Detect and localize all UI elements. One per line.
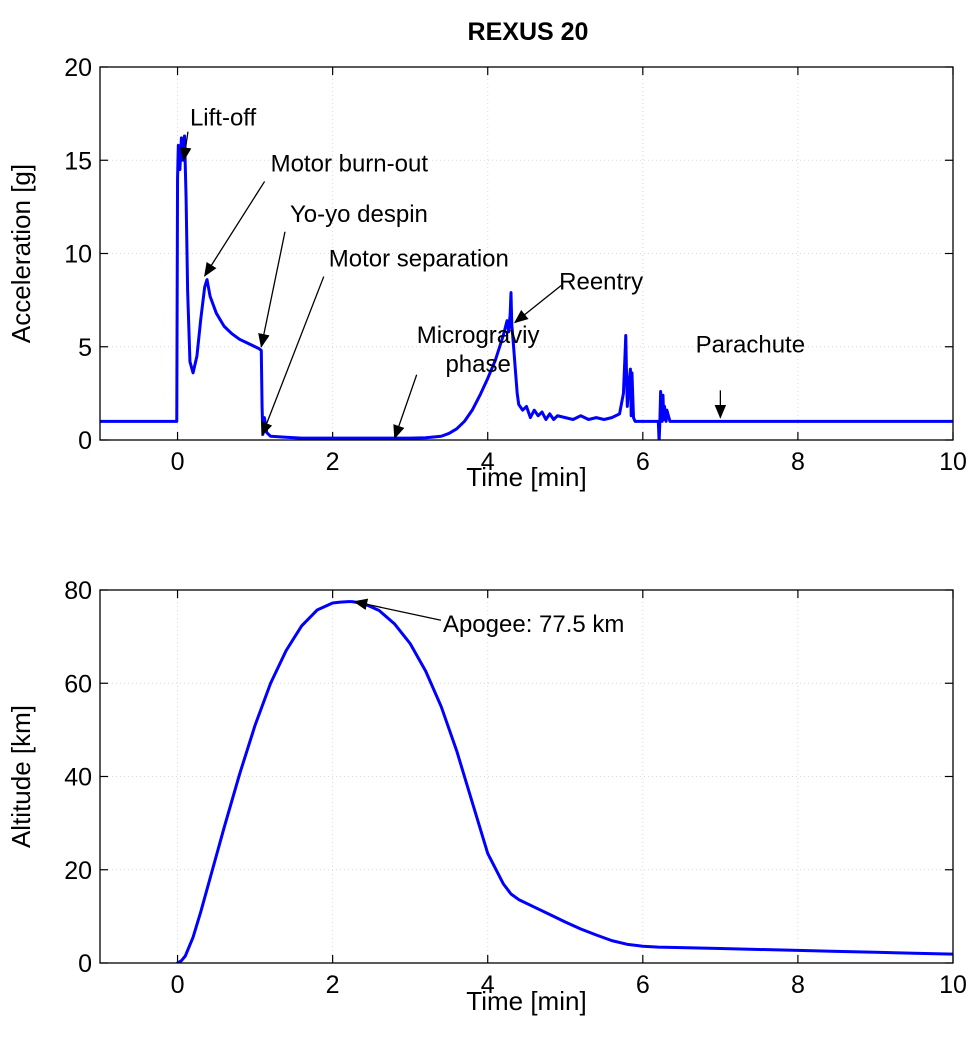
y-tick-label: 0 [78, 950, 92, 978]
y-tick-label: 20 [64, 857, 92, 885]
annotation-label: Reentry [559, 268, 643, 295]
figure-title: REXUS 20 [468, 18, 589, 46]
y-axis-label: Altitude [km] [6, 705, 36, 848]
y-tick-label: 5 [78, 334, 92, 362]
altitude-panel: 0 2 4 6 8 10 0 20 40 60 80 Time [min] Altitude [km] A… [6, 577, 967, 1016]
x-tick-label: 2 [326, 448, 340, 476]
annotation-arrow [513, 284, 562, 324]
x-tick-label: 8 [791, 971, 805, 999]
annotation-arrow [393, 374, 418, 440]
x-tick-label: 10 [939, 971, 967, 999]
annotation-arrow [261, 276, 325, 437]
x-axis-label: Time [min] [466, 986, 586, 1016]
x-tick-label: 6 [636, 971, 650, 999]
acceleration-panel: 0 2 4 6 8 10 0 5 10 15 20 Time [min] Acceleration [g… [6, 54, 967, 492]
y-tick-label: 40 [64, 764, 92, 792]
x-tick-label: 4 [481, 971, 495, 999]
annotation-line: Micrograviy [417, 322, 540, 349]
altitude-line [176, 600, 953, 963]
y-tick-label: 80 [64, 577, 92, 605]
annotation-arrow [204, 181, 266, 277]
annotation-label: Apogee: 77.5 km [443, 611, 624, 638]
annotation-label: Parachute [696, 331, 805, 358]
axes-frame [99, 66, 954, 441]
annotation-arrow [179, 131, 192, 162]
annotation-line: phase [445, 351, 510, 378]
acceleration-line [100, 134, 953, 440]
y-tick-label: 0 [78, 427, 92, 455]
x-tick-label: 6 [636, 448, 650, 476]
y-tick-label: 15 [64, 147, 92, 175]
x-tick-label: 0 [171, 971, 185, 999]
x-tick-label: 4 [481, 448, 495, 476]
y-tick-label: 10 [64, 241, 92, 269]
x-tick-label: 10 [939, 448, 967, 476]
annotation-label: Micrograviy phase [417, 322, 540, 378]
x-axis-label: Time [min] [466, 462, 586, 492]
y-tick-label: 20 [64, 54, 92, 82]
x-tick-label: 2 [326, 971, 340, 999]
annotation-label: Motor burn-out [271, 150, 429, 177]
annotation-label: Lift-off [190, 105, 257, 132]
x-tick-label: 0 [171, 448, 185, 476]
annotation-label: Motor separation [329, 246, 509, 273]
y-tick-label: 60 [64, 670, 92, 698]
annotation-arrow [258, 231, 286, 348]
x-tick-label: 8 [791, 448, 805, 476]
axes-frame [99, 589, 954, 964]
y-axis-label: Acceleration [g] [6, 164, 36, 343]
annotation-arrow [353, 598, 442, 621]
annotation-label: Yo-yo despin [290, 201, 428, 228]
